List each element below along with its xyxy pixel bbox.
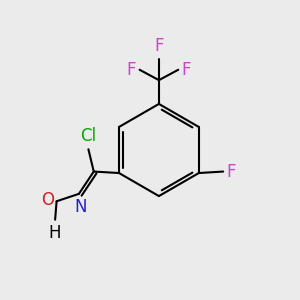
Text: N: N (74, 198, 87, 216)
Text: F: F (154, 37, 164, 55)
Text: O: O (40, 191, 54, 209)
Text: F: F (127, 61, 136, 79)
Text: F: F (227, 163, 236, 181)
Text: Cl: Cl (80, 128, 97, 146)
Text: F: F (182, 61, 191, 79)
Text: H: H (49, 224, 61, 242)
